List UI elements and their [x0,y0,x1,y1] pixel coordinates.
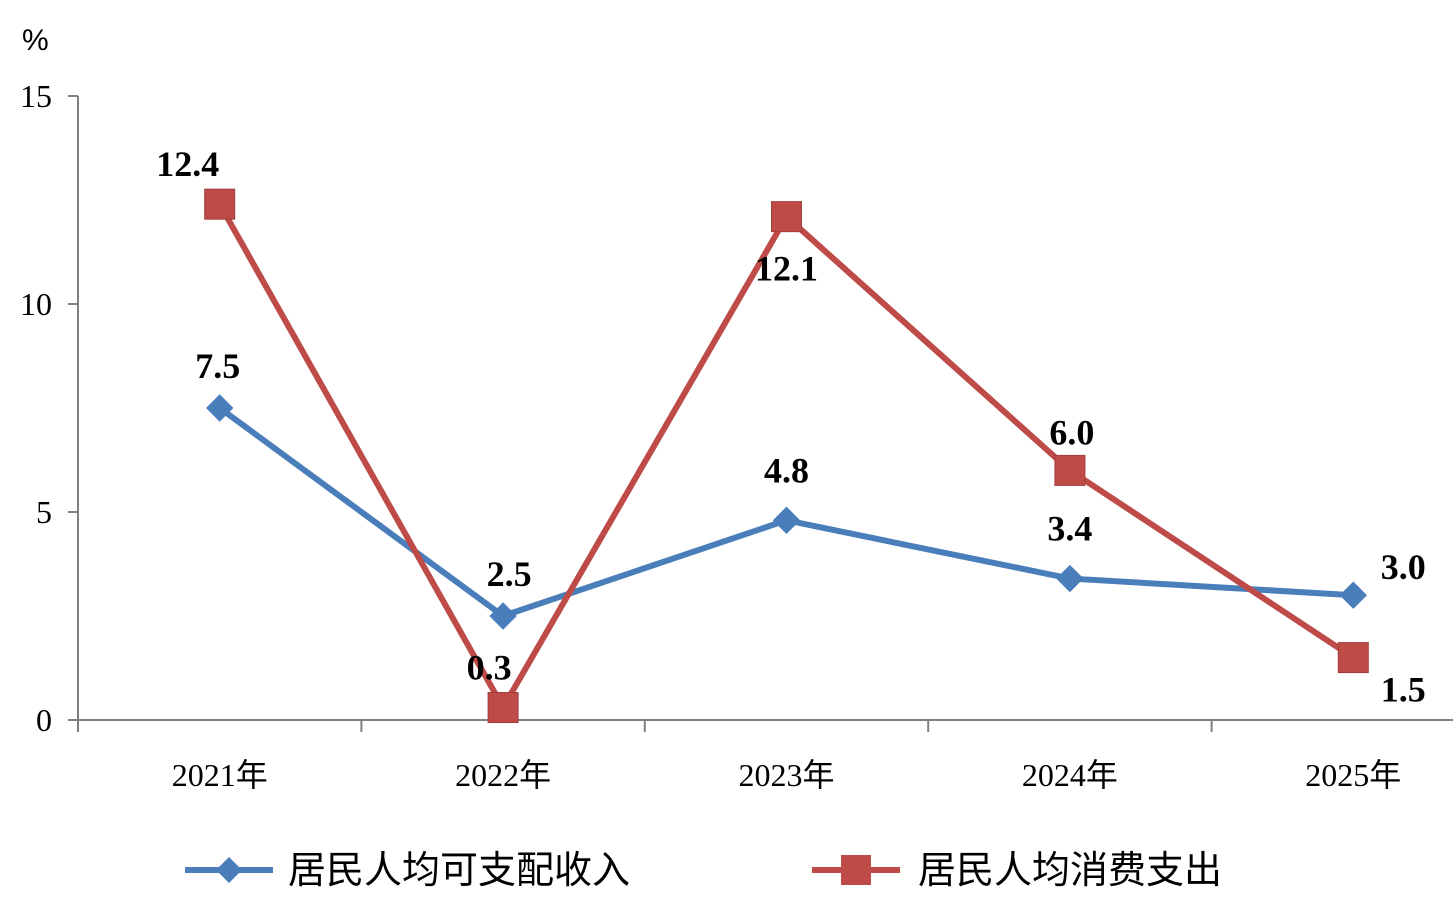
series-marker [487,692,519,724]
series-marker [1056,564,1084,593]
y-axis-unit-label: % [22,24,49,57]
series-marker [1054,454,1086,486]
series-marker [771,201,802,233]
x-tick-label: 2024年 [1022,757,1118,793]
x-tick-label: 2023年 [738,757,834,793]
data-label: 7.5 [195,346,240,386]
data-label: 12.1 [755,249,818,289]
series-marker [1337,642,1369,674]
x-tick-label: 2021年 [172,757,268,793]
series-layer [204,188,1369,724]
series-marker [489,602,517,630]
axes: 0 5 10 15 2021年 2022年 2023年 2024年 2025年 [20,78,1453,793]
y-tick-label: 15 [20,78,52,114]
data-label: 3.0 [1381,547,1426,587]
y-tick-label: 5 [36,494,52,530]
data-label: 2.5 [487,554,532,594]
data-label: 6.0 [1049,412,1094,452]
data-labels: 7.5 2.5 4.8 3.4 3.0 12.4 0.3 12.1 6.0 1.5 [156,144,1426,709]
series-marker [772,506,801,535]
data-label: 0.3 [467,648,512,688]
legend-marker [841,855,871,885]
data-label: 3.4 [1047,509,1092,549]
y-tick-label: 0 [36,702,52,738]
x-tick-label: 2025年 [1305,757,1401,793]
legend-marker [216,857,242,883]
legend: 居民人均可支配收入 居民人均消费支出 [185,848,1222,892]
legend-label: 居民人均可支配收入 [288,848,630,892]
x-tick-label: 2022年 [455,757,551,793]
data-label: 1.5 [1381,670,1426,710]
data-label: 4.8 [764,450,809,490]
series-marker [1339,581,1368,609]
series-marker [205,394,234,422]
legend-label: 居民人均消费支出 [918,848,1222,892]
series-marker [204,188,236,220]
y-tick-label: 10 [20,286,52,322]
data-label: 12.4 [156,144,219,184]
